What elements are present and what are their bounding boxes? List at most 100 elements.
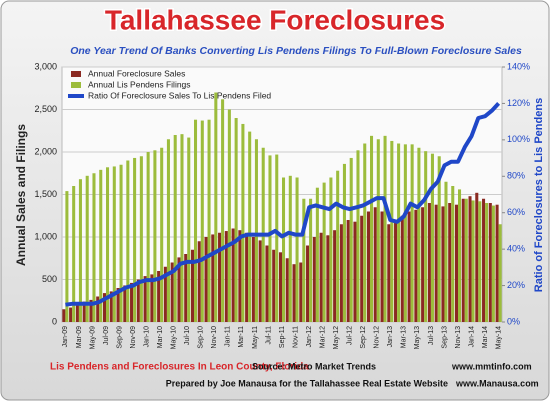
y2-axis-label: Ratio of Foreclosures to Lis Pendens xyxy=(533,98,545,292)
bar xyxy=(218,232,222,322)
bar xyxy=(65,191,69,322)
bar xyxy=(92,173,96,322)
y-tick-label: 0 xyxy=(52,316,57,326)
x-tick-label: May-10 xyxy=(171,326,178,349)
bar xyxy=(421,207,425,322)
bar xyxy=(366,211,370,322)
bar xyxy=(468,196,472,322)
x-tick-label: Nov-13 xyxy=(455,326,462,349)
x-tick-label: Jul-11 xyxy=(265,326,272,345)
y2-tick-label: 20% xyxy=(507,280,525,290)
x-tick-label: Jan-09 xyxy=(62,326,69,348)
bar xyxy=(126,160,130,322)
x-tick-label: Nov-10 xyxy=(211,326,218,349)
bar xyxy=(82,301,86,322)
bar xyxy=(288,175,292,322)
bar xyxy=(306,245,310,322)
bar xyxy=(336,170,340,322)
x-tick-label: Sep-11 xyxy=(279,326,286,348)
legend-label: Annual Lis Pendens Filings xyxy=(88,79,191,89)
x-tick-label: Jan-13 xyxy=(387,326,394,348)
bar xyxy=(441,206,445,322)
bar xyxy=(180,134,184,322)
bar xyxy=(285,258,289,322)
bar xyxy=(349,157,353,322)
bar xyxy=(116,288,120,322)
x-tick-label: May-12 xyxy=(333,326,340,349)
bar xyxy=(153,150,157,322)
bar xyxy=(62,309,66,322)
bar xyxy=(458,189,462,322)
x-tick-label: Nov-11 xyxy=(292,326,299,348)
bar xyxy=(454,204,458,322)
x-tick-label: Mar-12 xyxy=(319,326,326,348)
legend-label: Annual Foreclosure Sales xyxy=(88,68,185,78)
x-tick-label: Mar-09 xyxy=(76,326,83,348)
y2-tick-label: 40% xyxy=(507,244,525,254)
bar xyxy=(478,201,482,322)
bar xyxy=(448,203,452,322)
y-axis-label: Annual Sales and Filings xyxy=(14,124,28,266)
bar xyxy=(190,249,194,322)
bar xyxy=(136,279,140,322)
bar xyxy=(106,167,110,322)
bar xyxy=(312,237,316,322)
bar xyxy=(370,135,374,322)
bar xyxy=(482,198,486,322)
bar xyxy=(139,156,143,322)
bar xyxy=(302,198,306,322)
bar xyxy=(275,154,279,322)
bar xyxy=(160,147,164,322)
bar xyxy=(417,147,421,322)
x-tick-label: Mar-14 xyxy=(482,326,489,348)
bar xyxy=(329,177,333,322)
bar xyxy=(410,144,414,322)
bar xyxy=(403,144,407,322)
x-tick-label: Jan-11 xyxy=(225,326,232,347)
x-tick-label: Jul-12 xyxy=(347,326,354,345)
bar xyxy=(430,153,434,322)
bar xyxy=(339,224,343,322)
bar xyxy=(292,264,296,322)
bar xyxy=(400,215,404,322)
footer-caption: Lis Pendens and Foreclosures In Leon Cou… xyxy=(50,362,309,373)
subtitle: One Year Trend Of Banks Converting Lis P… xyxy=(70,45,522,57)
source: Source: Metro Market Trends xyxy=(252,361,376,371)
bar xyxy=(461,198,465,322)
bar xyxy=(424,151,428,322)
bar xyxy=(309,198,313,322)
prepared-by: Prepared by Joe Manausa for the Tallahas… xyxy=(166,378,448,388)
bar xyxy=(78,179,82,322)
x-tick-label: Sep-12 xyxy=(360,326,367,349)
x-tick-label: Jul-10 xyxy=(184,326,191,345)
bar xyxy=(488,203,492,322)
bar xyxy=(498,224,502,322)
bar xyxy=(387,224,391,322)
bar xyxy=(157,271,161,322)
bar xyxy=(241,123,245,322)
bar xyxy=(227,109,231,322)
bar xyxy=(427,203,431,322)
bar xyxy=(231,228,235,322)
bar xyxy=(380,211,384,322)
bar xyxy=(72,186,76,322)
y2-tick-label: 100% xyxy=(507,134,530,144)
bar xyxy=(102,293,106,322)
bar xyxy=(265,245,269,322)
bar xyxy=(414,209,418,322)
bar xyxy=(394,221,398,322)
bar xyxy=(407,211,411,322)
bar xyxy=(221,99,225,322)
bar xyxy=(248,131,252,322)
bar xyxy=(251,237,255,322)
bar xyxy=(272,249,276,322)
bar xyxy=(495,204,499,322)
bar xyxy=(143,276,147,322)
bar xyxy=(187,137,191,322)
bar xyxy=(96,296,100,322)
bar xyxy=(315,187,319,322)
bar xyxy=(234,118,238,322)
y2-tick-label: 0% xyxy=(507,316,520,326)
bar xyxy=(150,274,154,322)
